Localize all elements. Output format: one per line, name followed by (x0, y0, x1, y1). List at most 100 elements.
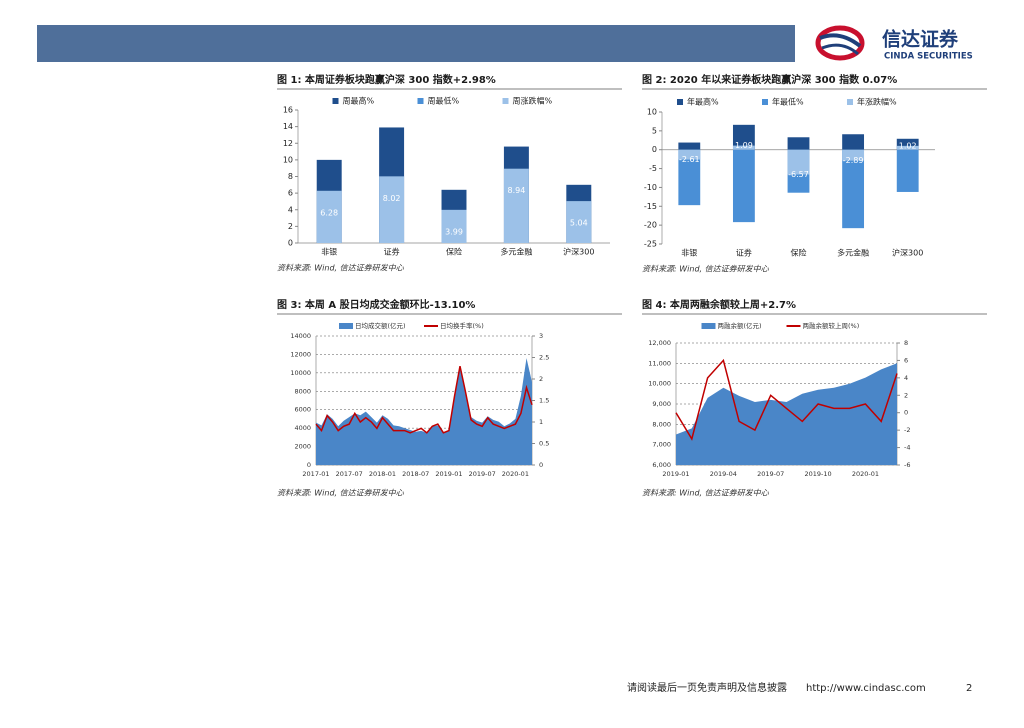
figure-title: 图 3: 本周 A 股日均成交金额环比-13.10% (277, 298, 475, 311)
legend-swatch (417, 98, 424, 104)
y-tick-label: 8,000 (652, 420, 671, 428)
y-tick-label: 9,000 (652, 400, 671, 408)
y-tick-label: 6 (288, 189, 293, 198)
chart: 图 2: 2020 年以来证券板块跑赢沪深 300 指数 0.07% 资料来源: … (642, 73, 987, 274)
url: http://www.cindasc.com (806, 683, 926, 694)
y-tick-label: 12 (283, 139, 293, 148)
y-tick-label: 14000 (290, 332, 311, 340)
y-tick-label: 7,000 (652, 441, 671, 449)
bar (842, 149, 865, 161)
x-tick-label: 2018-01 (369, 470, 396, 478)
y-tick-label: 12,000 (648, 339, 671, 347)
data-label: 1.02 (899, 141, 917, 150)
legend-label: 周涨跌幅% (513, 96, 553, 106)
y2-tick-label: 0.5 (539, 440, 549, 448)
legend-label: 周最低% (428, 96, 460, 106)
bar (678, 142, 701, 150)
y2-tick-label: 3 (539, 332, 543, 340)
y2-tick-label: 0 (539, 461, 543, 469)
legend-label: 年涨跌幅% (857, 97, 897, 107)
y-tick-label: 10 (647, 108, 657, 117)
y-tick-label: -20 (644, 221, 657, 230)
legend-swatch (701, 323, 716, 329)
y2-tick-label: 2 (539, 375, 543, 383)
y-tick-label: 2000 (294, 443, 311, 451)
x-tick-label: 2019-07 (757, 470, 784, 478)
figure-title: 图 2: 2020 年以来证券板块跑赢沪深 300 指数 0.07% (642, 73, 897, 86)
data-label: -6.57 (788, 170, 809, 179)
bar (842, 149, 865, 229)
chart: 图 1: 本周证券板块跑赢沪深 300 指数+2.98% 资料来源: Wind, … (277, 73, 622, 273)
legend-label: 两融余额(亿元) (718, 321, 762, 330)
y-tick-label: 4 (288, 205, 293, 214)
bar (316, 190, 342, 243)
x-tick-label: 2020-01 (502, 470, 529, 478)
x-tick-label: 多元金融 (837, 248, 869, 258)
y2-tick-label: 6 (904, 356, 908, 364)
y-tick-label: 0 (307, 461, 311, 469)
data-label: 1.09 (735, 141, 753, 150)
x-tick-label: 2020-01 (852, 470, 879, 478)
bar (787, 137, 810, 150)
legend-swatch (339, 323, 353, 329)
legend-swatch (677, 99, 683, 105)
chart: 图 3: 本周 A 股日均成交金额环比-13.10% 资料来源: Wind, 信达… (277, 298, 622, 498)
y2-tick-label: -6 (904, 461, 910, 469)
logo-cn: 信达证券 (882, 28, 959, 51)
y-tick-label: -5 (649, 164, 657, 173)
y-tick-label: 10 (283, 155, 293, 164)
x-tick-label: 多元金融 (500, 247, 532, 257)
legend-swatch (762, 99, 768, 105)
bar (566, 201, 592, 243)
area (676, 363, 897, 465)
x-tick-label: 保险 (446, 247, 462, 257)
bar (732, 124, 755, 150)
legend-label: 年最高% (687, 97, 719, 107)
source: 资料来源: Wind, 信达证券研发中心 (642, 489, 770, 498)
x-tick-label: 2019-01 (662, 470, 689, 478)
x-tick-label: 2017-07 (336, 470, 363, 478)
source: 资料来源: Wind, 信达证券研发中心 (277, 264, 405, 273)
y-tick-label: 5 (652, 126, 657, 135)
area (316, 358, 532, 465)
x-tick-label: 证券 (736, 248, 752, 258)
y2-tick-label: 2.5 (539, 354, 549, 362)
bar (441, 209, 467, 243)
y2-tick-label: 4 (904, 374, 908, 382)
bar (678, 149, 701, 160)
chart: 图 4: 本周两融余额较上周+2.7% 资料来源: Wind, 信达证券研发中心 6… (642, 298, 987, 498)
data-label: 6.28 (320, 208, 338, 217)
legend-swatch (847, 99, 853, 105)
data-label: 8.02 (383, 194, 401, 203)
header-bar (37, 25, 795, 62)
y2-tick-label: 0 (904, 409, 908, 417)
bar (787, 149, 810, 175)
data-label: 8.94 (507, 186, 525, 195)
y-tick-label: -15 (644, 202, 657, 211)
x-tick-label: 非银 (681, 248, 697, 258)
x-tick-label: 沪深300 (892, 248, 923, 258)
line (675, 358, 898, 441)
x-tick-label: 保险 (791, 248, 807, 258)
legend-label: 日均成交额(亿元) (355, 321, 406, 330)
y-tick-label: 6000 (294, 406, 311, 414)
y-tick-label: -10 (644, 183, 657, 192)
y-tick-label: 10000 (290, 369, 311, 377)
source: 资料来源: Wind, 信达证券研发中心 (277, 489, 405, 498)
legend-swatch (502, 98, 509, 104)
x-tick-label: 2019-04 (710, 470, 737, 478)
y-tick-label: 10,000 (648, 380, 671, 388)
legend-label: 周最高% (343, 96, 375, 106)
data-label: -2.61 (679, 155, 700, 164)
bar (896, 145, 919, 150)
bar (379, 176, 405, 243)
bar (503, 168, 529, 243)
x-tick-label: 2019-01 (435, 470, 462, 478)
data-label: 3.99 (445, 227, 463, 236)
y-tick-label: 8 (288, 172, 293, 181)
bar (732, 149, 755, 223)
x-tick-label: 2017-01 (302, 470, 329, 478)
bar (896, 138, 919, 150)
x-tick-label: 2019-10 (804, 470, 831, 478)
disclaimer: 请阅读最后一页免责声明及信息披露 (627, 681, 787, 694)
